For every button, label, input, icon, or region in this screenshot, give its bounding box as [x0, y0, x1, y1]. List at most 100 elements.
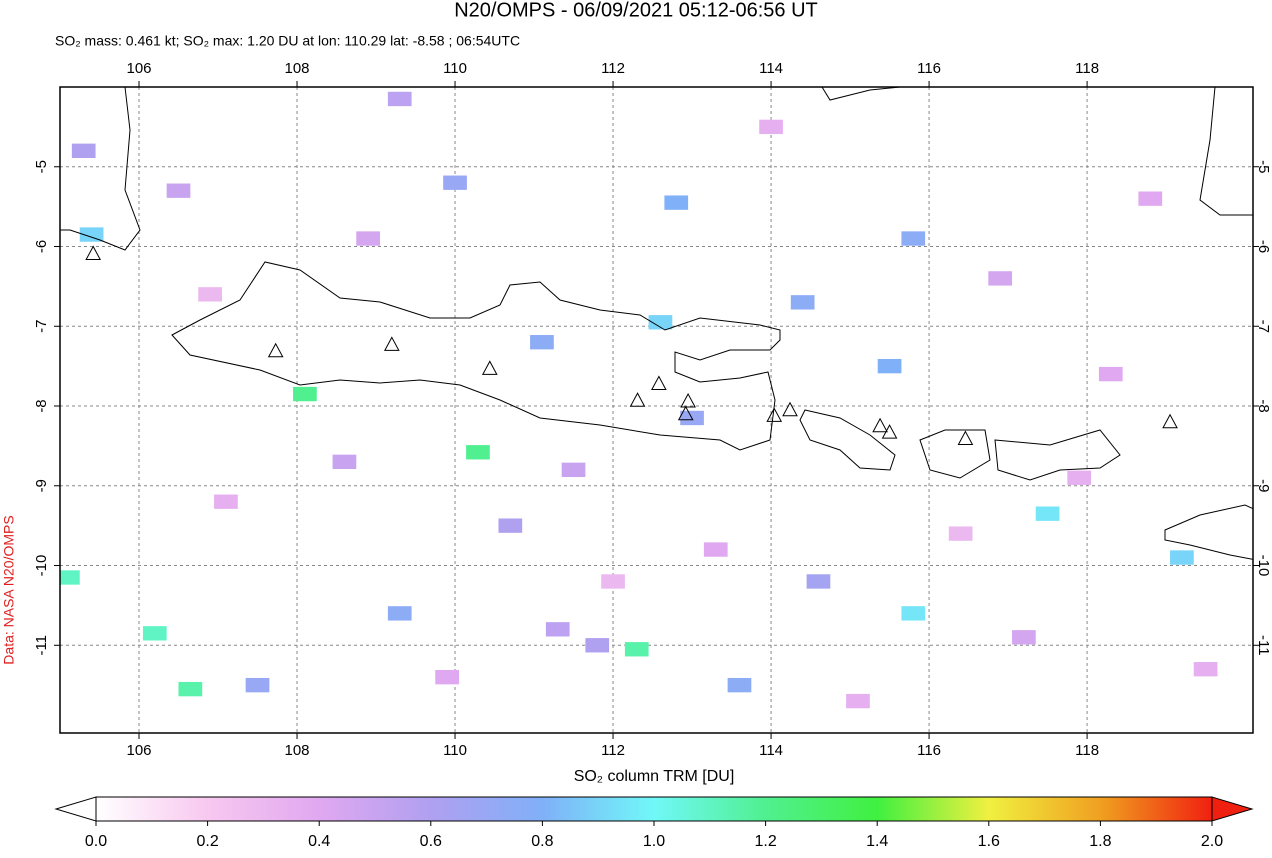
lon-tick-label: 106 [126, 60, 151, 77]
lon-tick-label: 114 [759, 60, 783, 77]
lat-tick-label: -10 [1255, 555, 1272, 577]
colorbar-tick-label: 1.8 [1089, 833, 1111, 850]
volcano-marker [766, 407, 783, 422]
map-subtitle: SO₂ mass: 0.461 kt; SO₂ max: 1.20 DU at … [55, 33, 520, 49]
coast-java [171, 261, 781, 451]
volcano-marker [629, 392, 646, 407]
lon-tick-label: 108 [285, 742, 310, 759]
so2-pixel [806, 574, 831, 589]
colorbar: 0.0 0.2 0.4 0.6 0.8 1.0 1.2 1.4 1.6 1.8 2.0 [54, 796, 1254, 850]
volcano-marker [383, 336, 400, 351]
so2-pixel [71, 143, 96, 158]
lon-tick-label: 110 [443, 742, 467, 759]
coast-sumba [1164, 504, 1253, 560]
colorbar-tick-label: 1.4 [866, 833, 888, 850]
colorbar-tick-label: 0.4 [308, 833, 330, 850]
so2-pixel [293, 386, 317, 402]
so2-pixel [1193, 662, 1218, 677]
volcano-marker [957, 430, 974, 446]
lat-tick-label: -10 [33, 555, 50, 577]
so2-pixel [664, 195, 689, 210]
map-title: N20/OMPS - 06/09/2021 05:12-06:56 UT [454, 0, 818, 21]
coast-sumatra [60, 87, 141, 251]
volcano-marker [782, 401, 798, 417]
colorbar-under [54, 796, 97, 822]
so2-pixel [901, 606, 926, 621]
volcanoes [85, 245, 1178, 446]
lon-tick-label: 112 [601, 60, 625, 77]
so2-pixel [790, 295, 815, 310]
so2-pixel [387, 606, 412, 621]
lat-tick-label: -5 [1255, 160, 1272, 173]
lon-tick-label: 116 [917, 60, 941, 77]
colorbar-tick-label: 1.2 [754, 833, 776, 850]
so2-pixel [79, 227, 104, 242]
lat-tick-label: -11 [33, 635, 50, 656]
colorbar-body [95, 796, 1213, 822]
so2-pixel [727, 677, 752, 693]
so2-pixel [142, 626, 167, 641]
so2-pixel [846, 693, 870, 709]
so2-pixel [387, 91, 412, 107]
colorbar-tick-label: 2.0 [1201, 833, 1223, 850]
lat-tick-label: -7 [33, 320, 50, 333]
so2-pixels [60, 91, 1218, 709]
coast-lombok [919, 429, 991, 479]
coast-sumbawa [994, 429, 1121, 481]
so2-pixel [1138, 191, 1163, 206]
so2-pixel [498, 518, 523, 533]
lon-tick-label: 118 [1075, 60, 1099, 77]
volcano-marker [1162, 413, 1178, 429]
so2-pixel [601, 574, 625, 589]
lon-tick-label: 118 [1075, 742, 1099, 759]
map-frame [59, 86, 1254, 734]
so2-pixel [356, 231, 380, 246]
so2-pixel [901, 231, 926, 246]
colorbar-tick-label: 0.0 [85, 833, 107, 850]
so2-pixel [214, 494, 238, 509]
so2-pixel [245, 677, 270, 693]
lat-tick-label: -8 [33, 399, 50, 412]
lat-tick-label: -8 [1255, 399, 1272, 412]
so2-pixel [1035, 506, 1060, 521]
so2-pixel [877, 358, 902, 374]
so2-pixel [624, 642, 649, 657]
volcano-marker [881, 424, 898, 439]
data-credit: Data: NASA N20/OMPS [1, 515, 17, 664]
lat-tick-label: -6 [1255, 240, 1272, 253]
so2-pixel [198, 287, 222, 302]
so2-pixel [988, 271, 1013, 286]
so2-pixel [948, 526, 973, 541]
coast-bali [799, 409, 896, 471]
so2-pixel [561, 462, 586, 477]
so2-pixel [1067, 470, 1092, 485]
map-background [60, 87, 1253, 733]
volcano-marker [872, 417, 888, 433]
colorbar-tick-label: 0.2 [196, 833, 218, 850]
so2-pixel [443, 175, 467, 190]
so2-pixel [648, 315, 673, 330]
axes: 106 106 108 108 110 110 112 112 114 114 116 116 118 1… [33, 60, 1272, 759]
so2-pixel [178, 681, 203, 697]
so2-pixel [60, 570, 80, 585]
lon-tick-label: 110 [443, 60, 467, 77]
lon-tick-label: 106 [126, 742, 151, 759]
coast-kalimantan [821, 87, 901, 101]
so2-pixel [332, 454, 357, 470]
colorbar-tick-label: 0.8 [531, 833, 553, 850]
so2-pixel [703, 542, 728, 557]
lat-tick-label: -7 [1255, 320, 1272, 333]
lat-tick-label: -9 [33, 479, 50, 492]
so2-pixel [1170, 550, 1194, 565]
lat-tick-label: -6 [33, 240, 50, 253]
volcano-marker [680, 392, 696, 408]
lon-tick-label: 108 [285, 60, 310, 77]
lat-tick-label: -5 [33, 160, 50, 173]
colorbar-tick-label: 1.6 [978, 833, 1000, 850]
volcano-marker [677, 405, 694, 421]
so2-pixel [466, 445, 490, 460]
coast-east [1199, 87, 1253, 216]
colorbar-tick-label: 1.0 [643, 833, 665, 850]
volcano-marker [481, 360, 498, 375]
